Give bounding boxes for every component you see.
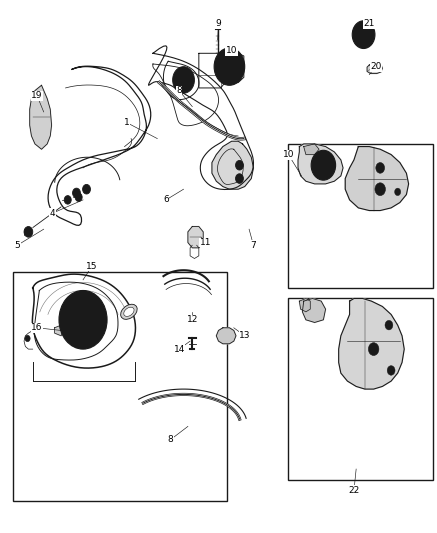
Text: 10: 10 (283, 150, 294, 159)
Polygon shape (304, 144, 319, 155)
Circle shape (311, 150, 336, 180)
Polygon shape (212, 141, 253, 189)
Text: 8: 8 (167, 435, 173, 444)
Circle shape (177, 72, 190, 88)
Ellipse shape (121, 304, 137, 319)
Text: 6: 6 (163, 196, 169, 204)
Text: 22: 22 (348, 486, 360, 495)
Circle shape (387, 366, 395, 375)
Polygon shape (299, 298, 310, 312)
Text: 8: 8 (176, 86, 182, 95)
Polygon shape (367, 63, 382, 74)
Circle shape (236, 174, 243, 183)
Circle shape (74, 309, 92, 330)
Polygon shape (55, 325, 63, 336)
Circle shape (83, 184, 90, 194)
Circle shape (80, 340, 86, 346)
Circle shape (395, 188, 401, 196)
Circle shape (64, 305, 69, 311)
Bar (13, 272, 227, 501)
Circle shape (357, 27, 370, 43)
Text: 13: 13 (239, 332, 250, 340)
Circle shape (375, 183, 385, 196)
Text: 16: 16 (31, 324, 43, 332)
Circle shape (75, 193, 82, 201)
Circle shape (352, 21, 375, 49)
Circle shape (316, 156, 331, 175)
Text: 1: 1 (124, 118, 130, 127)
Circle shape (66, 300, 100, 340)
Ellipse shape (124, 307, 134, 317)
Circle shape (214, 48, 245, 85)
Text: 20: 20 (370, 62, 382, 71)
Text: 4: 4 (50, 209, 55, 217)
Polygon shape (339, 298, 404, 389)
Circle shape (59, 290, 107, 349)
Circle shape (368, 343, 379, 356)
Circle shape (25, 335, 30, 342)
Text: 9: 9 (215, 20, 222, 28)
Circle shape (331, 163, 335, 167)
Circle shape (236, 160, 243, 170)
Text: 10: 10 (226, 46, 237, 55)
Circle shape (64, 196, 71, 204)
Text: 21: 21 (364, 20, 375, 28)
Polygon shape (30, 85, 52, 149)
Text: 7: 7 (250, 241, 257, 249)
Circle shape (385, 320, 393, 330)
Circle shape (317, 173, 320, 177)
Polygon shape (298, 144, 343, 184)
Circle shape (97, 305, 102, 311)
Text: 14: 14 (173, 345, 185, 353)
Text: 12: 12 (187, 316, 198, 324)
Text: 19: 19 (31, 92, 43, 100)
Circle shape (24, 227, 33, 237)
Polygon shape (188, 227, 203, 248)
Circle shape (376, 163, 385, 173)
Bar (288, 144, 433, 288)
Text: 11: 11 (200, 238, 211, 247)
Circle shape (220, 55, 239, 78)
Circle shape (73, 188, 80, 198)
Polygon shape (345, 147, 409, 211)
Text: 15: 15 (86, 262, 97, 271)
Circle shape (317, 153, 320, 157)
Bar (288, 298, 433, 480)
Polygon shape (216, 328, 236, 344)
Text: 5: 5 (14, 241, 21, 249)
Polygon shape (302, 298, 326, 322)
Circle shape (173, 67, 194, 93)
